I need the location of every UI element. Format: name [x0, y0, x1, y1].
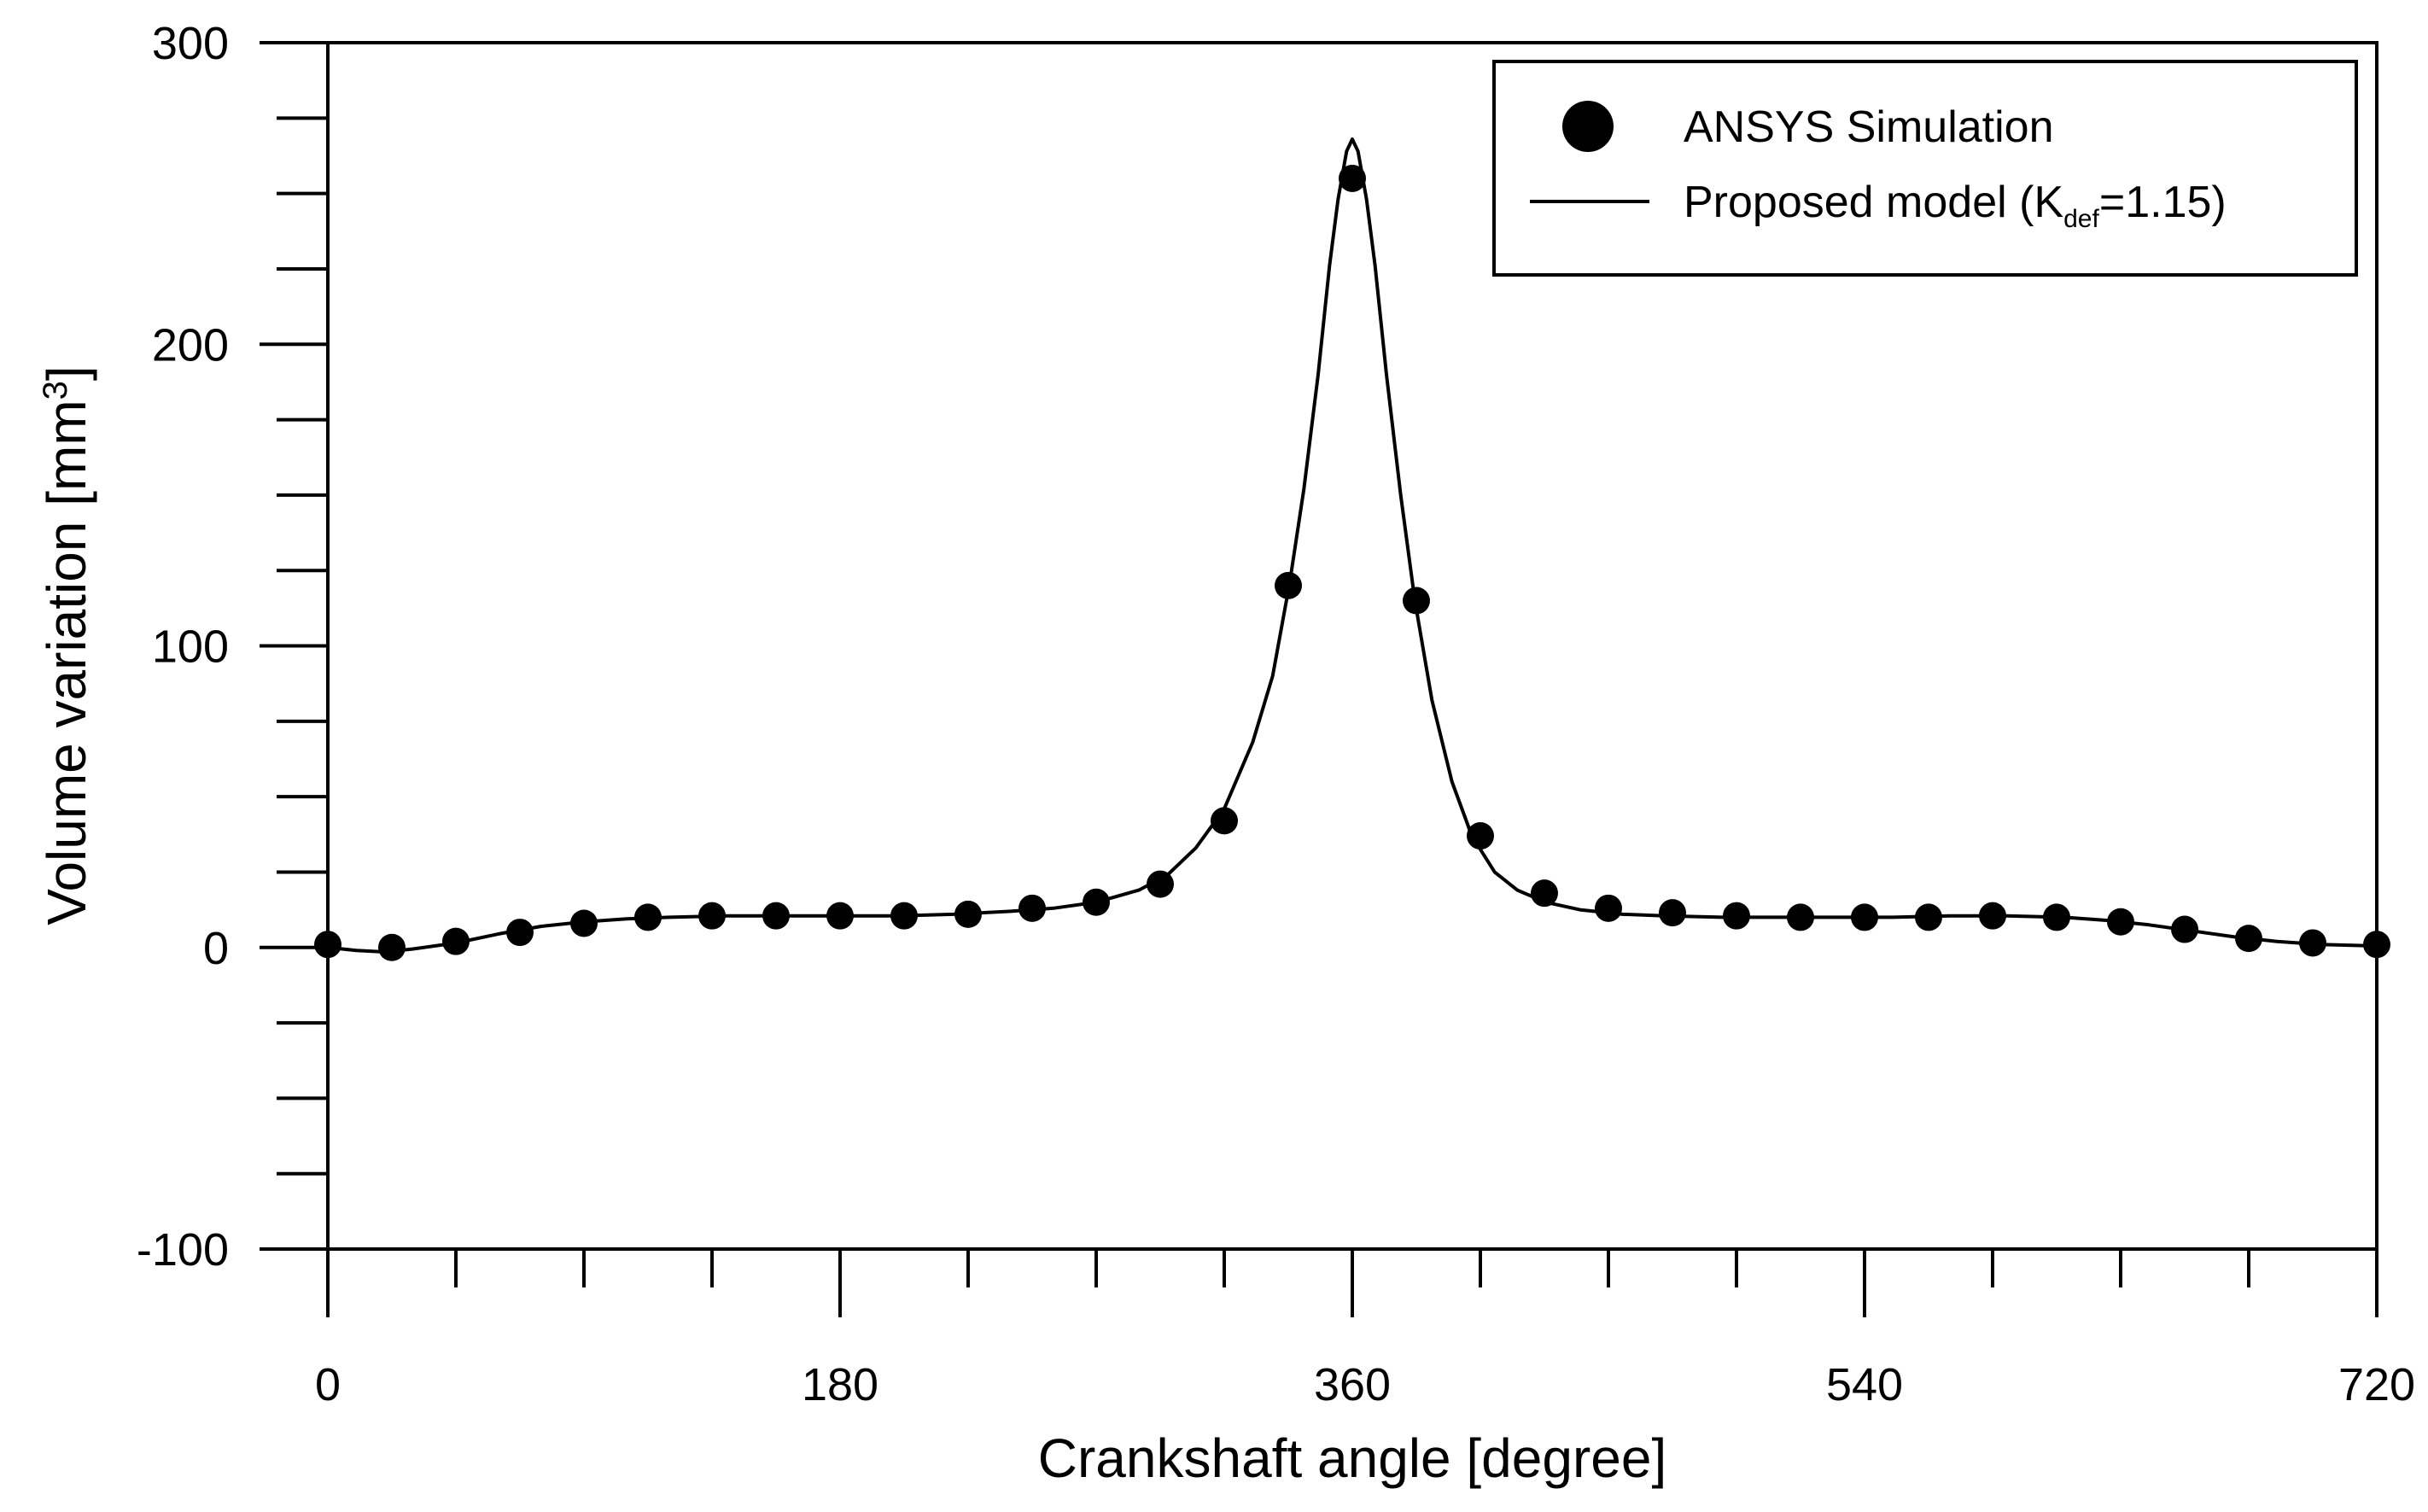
x-axis-minor-ticks — [326, 1249, 2378, 1317]
y-axis-label: Volume variation [mm3] — [36, 365, 97, 925]
x-tick-label: 0 — [315, 1359, 341, 1410]
y-tick-label: 300 — [152, 18, 229, 69]
x-tick-label: 540 — [1826, 1359, 1903, 1410]
simulation-point — [1083, 888, 1110, 916]
simulation-point — [2235, 925, 2262, 953]
x-tick-label: 360 — [1314, 1359, 1391, 1410]
legend-label-simulation: ANSYS Simulation — [1684, 102, 2054, 152]
simulation-point — [762, 902, 790, 930]
simulation-point — [570, 909, 598, 937]
simulation-point — [378, 933, 406, 961]
simulation-point — [1851, 903, 1878, 931]
y-axis-label-main: Volume variation [mm — [36, 400, 97, 925]
simulation-point — [890, 902, 918, 930]
y-tick-label: 200 — [152, 319, 229, 371]
y-tick-label: 100 — [152, 622, 229, 673]
simulation-point — [2043, 903, 2070, 931]
legend-marker-icon — [1562, 101, 1614, 152]
simulation-point — [1018, 894, 1046, 922]
x-tick-label: 720 — [2338, 1359, 2415, 1410]
simulation-point — [1339, 164, 1366, 192]
simulation-point — [2363, 931, 2390, 959]
legend: ANSYS Simulation Proposed model (Kdef=1.… — [1492, 60, 2358, 277]
legend-label-model-main: Proposed model (K — [1684, 178, 2063, 227]
simulation-point — [1659, 899, 1686, 927]
simulation-point — [1403, 587, 1430, 615]
simulation-point — [634, 903, 662, 931]
simulation-point — [2299, 929, 2326, 957]
simulation-point — [1787, 903, 1814, 931]
simulation-point — [1595, 894, 1622, 922]
legend-label-model-subscript: def — [2063, 205, 2099, 233]
y-axis-label-close: ] — [36, 365, 97, 381]
simulation-point — [1275, 571, 1302, 599]
simulation-point — [1531, 879, 1558, 908]
simulation-point — [314, 931, 341, 959]
legend-box — [1492, 60, 2358, 277]
simulation-point — [1467, 822, 1494, 850]
simulation-point — [1979, 902, 2006, 930]
simulation-point — [442, 927, 470, 955]
x-tick-label: 180 — [802, 1359, 878, 1410]
simulation-point — [506, 919, 534, 947]
y-tick-label: 0 — [203, 923, 229, 974]
simulation-point — [1723, 902, 1750, 930]
simulation-point — [2107, 908, 2134, 936]
legend-label-model: Proposed model (Kdef=1.15) — [1684, 178, 2227, 233]
simulation-point — [1147, 870, 1174, 898]
simulation-point — [1211, 807, 1238, 835]
simulation-point — [954, 900, 982, 928]
x-axis-label: Crankshaft angle [degree] — [1038, 1427, 1666, 1489]
simulation-series-markers — [314, 164, 2390, 961]
y-axis-minor-ticks — [260, 41, 328, 1251]
y-axis-tick-labels: -100 0 100 200 300 — [137, 18, 229, 1276]
simulation-point — [2171, 915, 2198, 943]
y-axis-label-superscript: 3 — [37, 381, 74, 400]
simulation-point — [826, 902, 854, 930]
y-tick-label: -100 — [137, 1224, 229, 1276]
legend-label-model-suffix: =1.15) — [2099, 178, 2227, 227]
simulation-point — [698, 902, 726, 930]
simulation-point — [1915, 903, 1942, 931]
x-axis-tick-labels: 0 180 360 540 720 — [315, 1359, 2415, 1410]
